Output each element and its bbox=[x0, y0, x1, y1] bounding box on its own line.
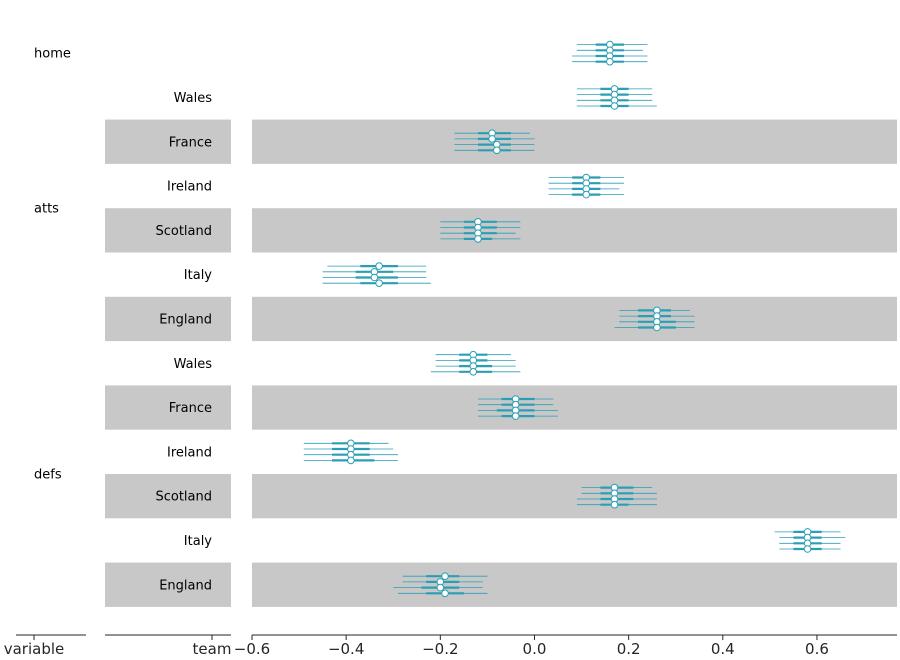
row-band bbox=[105, 208, 231, 253]
row-band bbox=[252, 562, 897, 607]
variable-label: home bbox=[34, 47, 71, 62]
mean-point bbox=[610, 500, 619, 509]
team-label: Italy bbox=[184, 534, 213, 549]
variable-label: defs bbox=[34, 468, 62, 483]
mean-point bbox=[375, 279, 383, 288]
row-band bbox=[105, 385, 231, 430]
chart-marks bbox=[303, 40, 846, 598]
mean-point bbox=[347, 456, 355, 465]
mean-point bbox=[436, 583, 445, 592]
x-tick-label: −0.4 bbox=[328, 640, 364, 658]
team-label: Wales bbox=[174, 357, 213, 372]
team-label: Wales bbox=[174, 91, 213, 106]
x-tick-label: 0.0 bbox=[523, 640, 547, 658]
variable-axis-label: variable bbox=[4, 640, 65, 658]
team-label: England bbox=[159, 578, 212, 593]
row-band bbox=[105, 119, 231, 164]
team-label: Italy bbox=[184, 268, 213, 283]
x-tick-label: −0.6 bbox=[234, 640, 270, 658]
axes: variable team −0.6 −0.4 −0.2 0.0 0.2 0.4 0.6 bbox=[4, 634, 897, 658]
mean-point bbox=[474, 235, 482, 243]
mean-point bbox=[511, 412, 520, 420]
team-label: England bbox=[159, 312, 212, 327]
team-label: Ireland bbox=[167, 445, 212, 460]
row-band bbox=[105, 296, 231, 342]
row-bands bbox=[105, 119, 897, 607]
x-tick-label: 0.2 bbox=[617, 640, 641, 658]
team-axis-label: team bbox=[193, 640, 232, 658]
mean-point bbox=[803, 545, 812, 553]
row-band bbox=[105, 474, 231, 519]
row-band bbox=[252, 385, 897, 430]
mean-point bbox=[441, 589, 449, 598]
mean-point bbox=[488, 135, 496, 143]
team-label: Scotland bbox=[155, 224, 212, 239]
mean-point bbox=[493, 146, 501, 155]
variable-label: atts bbox=[34, 202, 59, 217]
team-label: Ireland bbox=[167, 180, 212, 195]
x-tick-label: 0.4 bbox=[711, 640, 735, 658]
team-label: France bbox=[169, 401, 212, 416]
team-label: France bbox=[169, 135, 212, 150]
row-band bbox=[252, 296, 897, 342]
mean-point bbox=[606, 57, 614, 66]
mean-point bbox=[370, 273, 379, 282]
row-labels: Wales France Ireland Scotland Italy England Wa… bbox=[34, 47, 212, 594]
mean-point bbox=[582, 190, 591, 199]
mean-point bbox=[375, 262, 383, 270]
mean-point bbox=[441, 572, 449, 581]
mean-point bbox=[653, 323, 661, 332]
row-band bbox=[252, 119, 897, 164]
team-label: Scotland bbox=[155, 490, 212, 505]
row-band bbox=[252, 208, 897, 253]
x-axis-ticks: −0.6 −0.4 −0.2 0.0 0.2 0.4 0.6 bbox=[234, 635, 829, 658]
mean-point bbox=[610, 102, 619, 110]
row-band bbox=[252, 474, 897, 519]
x-tick-label: 0.6 bbox=[805, 640, 829, 658]
mean-point bbox=[469, 368, 478, 376]
x-tick-label: −0.2 bbox=[422, 640, 458, 658]
row-band bbox=[105, 562, 231, 607]
